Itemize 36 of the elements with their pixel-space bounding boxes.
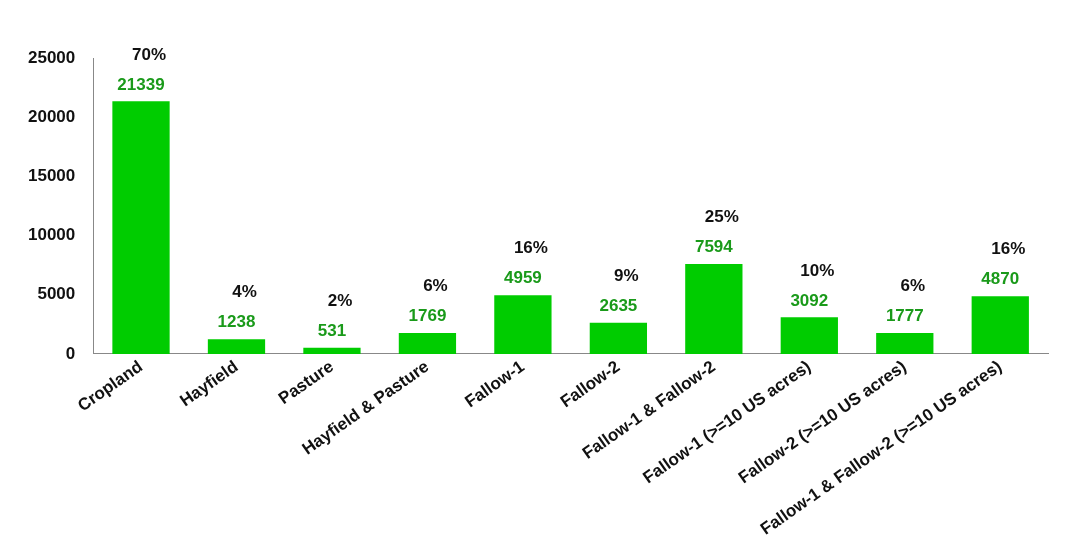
- annotation: 16%: [991, 239, 1026, 259]
- data-label: 21339: [117, 74, 165, 94]
- bar: [971, 296, 1029, 354]
- data-label: 4959: [503, 268, 542, 288]
- data-label: 1769: [408, 306, 447, 326]
- y-tick-label: 0: [65, 343, 76, 363]
- data-label: 7594: [694, 237, 734, 257]
- bar: [589, 322, 648, 354]
- y-tick-label: 10000: [27, 225, 76, 245]
- annotation: 10%: [800, 260, 835, 280]
- data-label: 3092: [790, 290, 829, 310]
- annotation: 6%: [900, 276, 926, 296]
- annotation: 4%: [232, 282, 257, 302]
- bar: [303, 347, 361, 354]
- annotation: 2%: [327, 290, 353, 310]
- bar: [207, 339, 266, 354]
- data-label: 1777: [885, 306, 924, 326]
- bar: [780, 317, 838, 354]
- annotation: 25%: [704, 207, 739, 227]
- bar: [112, 101, 170, 354]
- y-tick-label: 5000: [37, 284, 76, 304]
- annotation: 70%: [131, 44, 167, 64]
- bar: [685, 264, 743, 354]
- annotation: 9%: [614, 265, 639, 285]
- y-tick-label: 20000: [27, 106, 76, 126]
- bar: [876, 332, 934, 354]
- bar: [494, 295, 552, 354]
- data-label: 531: [317, 320, 347, 340]
- annotation: 16%: [513, 238, 548, 258]
- bar: [398, 332, 457, 354]
- data-label: 1238: [217, 312, 256, 332]
- data-label: 4870: [981, 269, 1020, 289]
- data-label: 2635: [599, 295, 638, 315]
- y-tick-label: 25000: [27, 47, 76, 67]
- y-tick-label: 15000: [27, 166, 76, 186]
- annotation: 6%: [423, 276, 448, 296]
